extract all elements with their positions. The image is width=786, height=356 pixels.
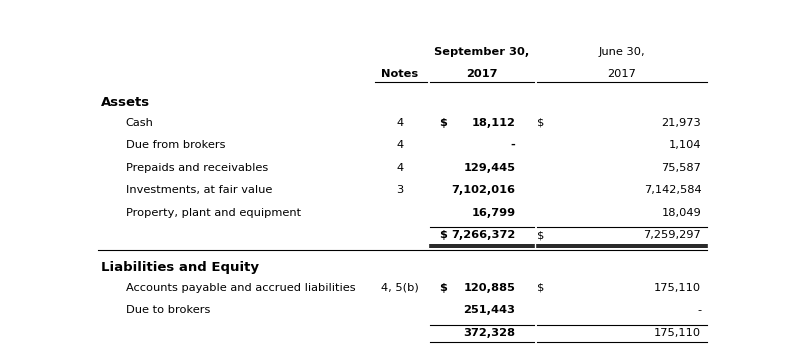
Text: $: $	[439, 283, 447, 293]
Text: -: -	[697, 305, 701, 315]
Text: 7,266,372: 7,266,372	[451, 230, 516, 240]
Text: 2017: 2017	[466, 69, 498, 79]
Text: 7,142,584: 7,142,584	[644, 185, 701, 195]
Text: 18,049: 18,049	[662, 208, 701, 218]
Text: Cash: Cash	[126, 117, 153, 128]
Text: 7,259,297: 7,259,297	[644, 230, 701, 240]
Text: Due to brokers: Due to brokers	[126, 305, 210, 315]
Text: -: -	[511, 140, 516, 150]
Text: Assets: Assets	[101, 96, 150, 109]
Text: 120,885: 120,885	[464, 283, 516, 293]
Text: 251,443: 251,443	[464, 305, 516, 315]
Text: 4: 4	[396, 140, 403, 150]
Text: 21,973: 21,973	[662, 117, 701, 128]
Text: Property, plant and equipment: Property, plant and equipment	[126, 208, 301, 218]
Text: $: $	[439, 117, 447, 128]
Text: $: $	[439, 230, 447, 240]
Text: Due from brokers: Due from brokers	[126, 140, 225, 150]
Text: 175,110: 175,110	[654, 283, 701, 293]
Text: 3: 3	[396, 185, 403, 195]
Text: $: $	[537, 117, 544, 128]
Text: September 30,: September 30,	[435, 47, 530, 57]
Text: 4: 4	[396, 163, 403, 173]
Text: Notes: Notes	[381, 69, 418, 79]
Text: 2017: 2017	[608, 69, 637, 79]
Text: 175,110: 175,110	[654, 328, 701, 338]
Text: 7,102,016: 7,102,016	[451, 185, 516, 195]
Text: Liabilities and Equity: Liabilities and Equity	[101, 262, 259, 274]
Text: 16,799: 16,799	[472, 208, 516, 218]
Text: 4, 5(b): 4, 5(b)	[381, 283, 419, 293]
Text: 372,328: 372,328	[464, 328, 516, 338]
Text: June 30,: June 30,	[599, 47, 645, 57]
Text: 75,587: 75,587	[662, 163, 701, 173]
Text: Prepaids and receivables: Prepaids and receivables	[126, 163, 268, 173]
Text: Investments, at fair value: Investments, at fair value	[126, 185, 272, 195]
Text: 4: 4	[396, 117, 403, 128]
Text: 129,445: 129,445	[464, 163, 516, 173]
Text: $: $	[537, 230, 544, 240]
Text: $: $	[537, 283, 544, 293]
Text: 18,112: 18,112	[472, 117, 516, 128]
Text: Accounts payable and accrued liabilities: Accounts payable and accrued liabilities	[126, 283, 355, 293]
Text: 1,104: 1,104	[669, 140, 701, 150]
